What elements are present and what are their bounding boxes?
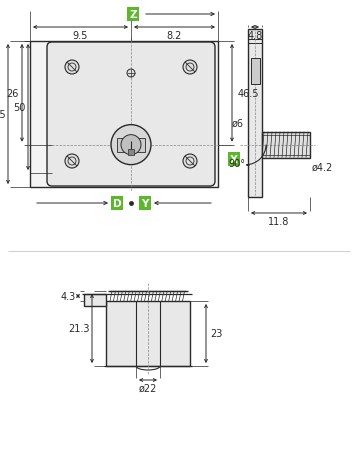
Text: Z: Z xyxy=(129,10,137,20)
Text: 9.5: 9.5 xyxy=(73,31,88,41)
Text: 21.3: 21.3 xyxy=(68,324,90,334)
Circle shape xyxy=(127,70,135,78)
Circle shape xyxy=(65,61,79,75)
Text: D: D xyxy=(113,199,121,208)
Bar xyxy=(262,132,310,158)
Text: 23: 23 xyxy=(210,329,222,339)
Text: 90°: 90° xyxy=(228,158,245,168)
Bar xyxy=(251,59,260,85)
Circle shape xyxy=(65,155,79,168)
Text: ø22: ø22 xyxy=(139,383,157,393)
Text: 8.2: 8.2 xyxy=(167,31,182,41)
Bar xyxy=(30,42,218,188)
FancyBboxPatch shape xyxy=(47,43,215,187)
Text: 26: 26 xyxy=(6,89,18,99)
Text: 65.5: 65.5 xyxy=(0,110,6,120)
Text: 11.8: 11.8 xyxy=(268,217,290,226)
Text: 46.5: 46.5 xyxy=(237,89,259,99)
Text: ø4.2: ø4.2 xyxy=(312,162,333,172)
Circle shape xyxy=(183,155,197,168)
Bar xyxy=(106,302,190,366)
Circle shape xyxy=(121,135,141,155)
Text: Y: Y xyxy=(141,199,149,208)
Circle shape xyxy=(183,61,197,75)
Bar xyxy=(117,138,145,152)
Bar xyxy=(84,294,106,306)
Text: ø6: ø6 xyxy=(232,118,244,129)
Bar xyxy=(128,149,134,155)
Text: X: X xyxy=(230,154,238,164)
Text: 50: 50 xyxy=(13,103,25,113)
Circle shape xyxy=(111,125,151,165)
Bar xyxy=(248,30,262,197)
Text: 4.8: 4.8 xyxy=(247,31,263,41)
Text: 4.3: 4.3 xyxy=(60,291,76,302)
